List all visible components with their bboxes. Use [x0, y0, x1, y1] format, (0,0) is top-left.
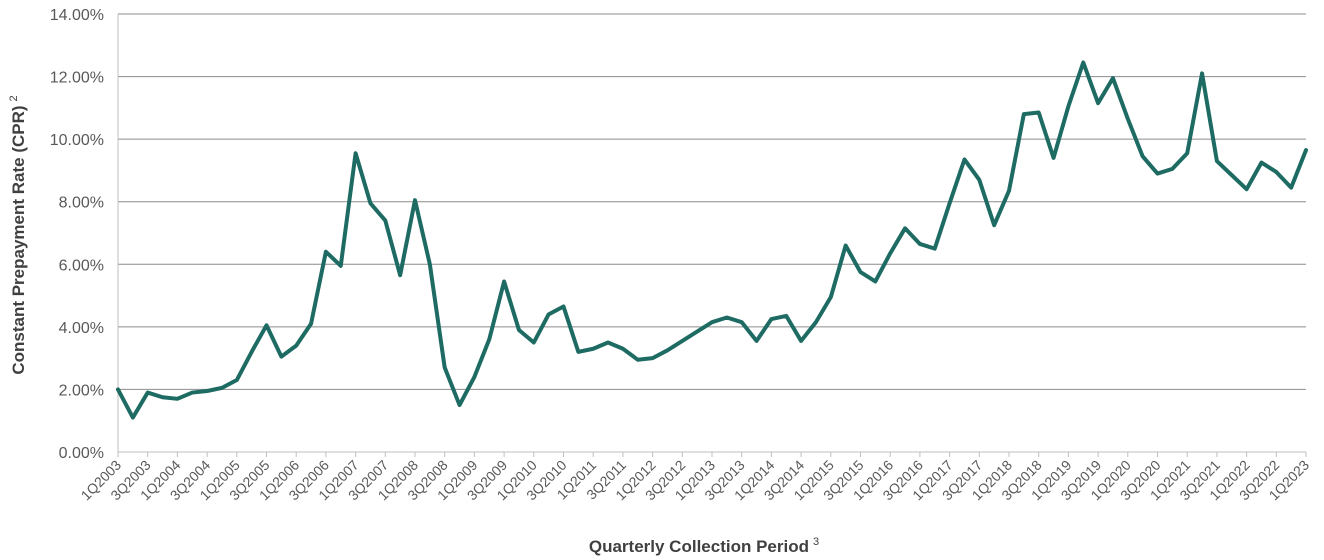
y-tick-label: 10.00% — [50, 132, 104, 149]
y-tick-label: 8.00% — [59, 195, 104, 212]
y-tick-label: 4.00% — [59, 320, 104, 337]
x-axis-tick-labels: 1Q20033Q20031Q20043Q20041Q20053Q20051Q20… — [78, 452, 1312, 503]
x-axis-title: Quarterly Collection Period 3 — [589, 536, 819, 556]
y-axis-title-text: Constant Prepayment Rate (CPR) — [9, 105, 28, 374]
series-line-cpr — [116, 60, 1308, 420]
y-axis-title: Constant Prepayment Rate (CPR) 2 — [8, 95, 28, 374]
y-tick-label: 6.00% — [59, 257, 104, 274]
y-tick-label: 0.00% — [59, 445, 104, 462]
y-axis-tick-labels: 0.00% 2.00% 4.00% 6.00% 8.00% 10.00% 12.00% 14.… — [50, 7, 104, 462]
y-axis-title-superscript: 2 — [8, 95, 20, 101]
x-axis-title-superscript: 3 — [813, 536, 819, 548]
y-tick-label: 12.00% — [50, 70, 104, 87]
y-tick-label: 14.00% — [50, 7, 104, 24]
x-axis-title-text: Quarterly Collection Period — [589, 537, 809, 556]
y-tick-label: 2.00% — [59, 382, 104, 399]
gridlines — [118, 13, 1306, 390]
